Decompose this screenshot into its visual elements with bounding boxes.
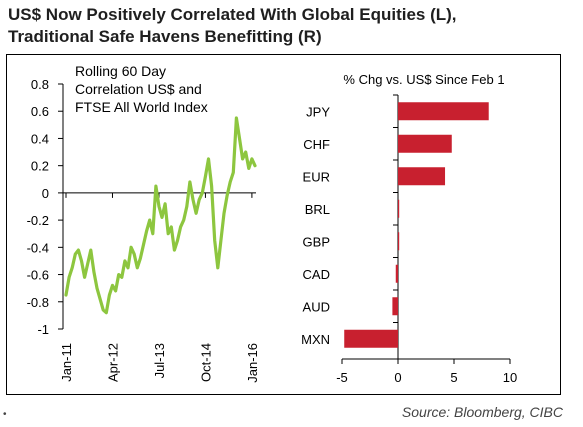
y-tick-label: 0.6 (31, 104, 49, 119)
bar-x-tick-label: 10 (503, 370, 517, 385)
bar-category-label: JPY (306, 104, 330, 119)
bar-cad (395, 264, 398, 283)
y-tick-label: -1 (37, 322, 49, 337)
y-tick-label: -0.2 (27, 213, 49, 228)
bar-chf (398, 134, 452, 153)
bar-category-label: CAD (303, 267, 330, 282)
bar-category-label: CHF (303, 137, 330, 152)
page-marker: • (3, 409, 7, 420)
bar-category-label: AUD (303, 299, 330, 314)
bar-eur (398, 167, 446, 186)
y-tick-label: 0 (42, 186, 49, 201)
bar-aud (392, 297, 398, 316)
bar-gbp (398, 232, 400, 251)
chart-title: US$ Now Positively Correlated With Globa… (8, 4, 568, 48)
bar-jpy (398, 102, 489, 121)
line-chart-annotation: Rolling 60 Day (75, 63, 166, 79)
y-tick-label: 0.8 (31, 77, 49, 92)
bar-mxn (344, 329, 398, 348)
y-tick-label: 0.4 (31, 131, 49, 146)
bar-category-label: MXN (301, 332, 330, 347)
bar-chart-title: % Chg vs. US$ Since Feb 1 (343, 72, 504, 87)
x-tick-label: Jan-16 (245, 343, 260, 383)
correlation-line (64, 116, 257, 315)
line-chart-annotation: FTSE All World Index (75, 99, 208, 115)
x-tick-label: Apr-12 (105, 343, 120, 382)
y-tick-label: 0.2 (31, 159, 49, 174)
chart-frame (6, 54, 561, 395)
bar-x-tick-label: 5 (450, 370, 457, 385)
y-tick-label: -0.6 (27, 268, 49, 283)
bar-category-label: GBP (303, 234, 330, 249)
x-tick-label: Jan-11 (59, 343, 74, 382)
bar-category-label: EUR (303, 169, 330, 184)
y-tick-label: -0.4 (27, 240, 49, 255)
y-tick-label: -0.8 (27, 295, 49, 310)
bar-category-label: BRL (305, 202, 330, 217)
x-tick-label: Oct-14 (198, 343, 213, 382)
source-note: Source: Bloomberg, CIBC (401, 404, 563, 420)
bar-brl (398, 199, 400, 218)
x-tick-label: Jul-13 (152, 343, 167, 378)
line-chart-annotation: Correlation US$ and (75, 81, 202, 97)
chart-title-line-2: Traditional Safe Havens Benefitting (R) (8, 27, 322, 46)
bar-x-tick-label: -5 (336, 370, 348, 385)
chart-title-line-1: US$ Now Positively Correlated With Globa… (8, 5, 457, 24)
bar-x-tick-label: 0 (394, 370, 401, 385)
